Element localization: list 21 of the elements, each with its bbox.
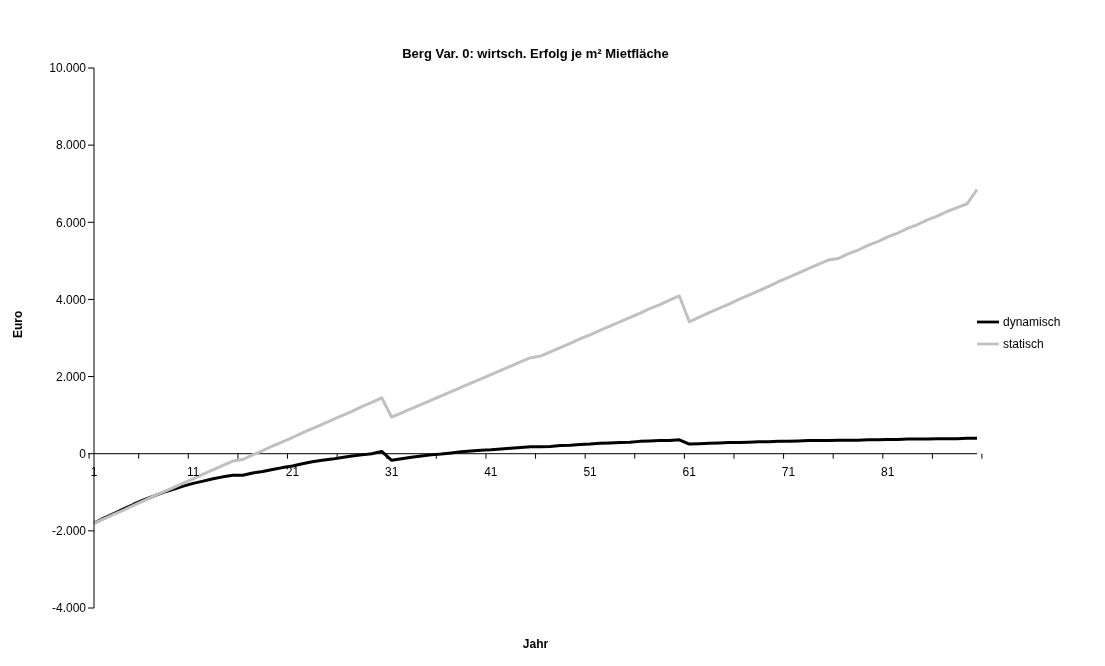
y-tick-label: 10.000 — [49, 61, 87, 76]
legend-label: dynamisch — [1003, 315, 1061, 330]
chart-title: Berg Var. 0: wirtsch. Erfolg je m² Mietfläche — [401, 46, 670, 61]
y-tick-label: 8.000 — [55, 138, 87, 153]
y-tick-label: -4.000 — [51, 601, 87, 616]
x-tick-label: 81 — [881, 464, 895, 479]
x-tick-label: 71 — [781, 464, 796, 479]
y-tick-label: 4.000 — [55, 292, 87, 307]
y-tick-label: 2.000 — [55, 369, 87, 384]
x-axis-title: Jahr — [522, 637, 549, 651]
legend-label: statisch — [1003, 337, 1044, 352]
x-tick-label: 51 — [583, 464, 598, 479]
y-axis-title: Euro — [11, 310, 26, 338]
x-tick-label: 11 — [186, 464, 200, 479]
x-tick-label: 41 — [484, 464, 498, 479]
y-tick-label: -2.000 — [51, 524, 87, 539]
x-tick-label: 1 — [90, 464, 98, 479]
y-tick-label: 6.000 — [55, 215, 87, 230]
x-tick-label: 31 — [384, 464, 399, 479]
x-tick-label: 61 — [682, 464, 697, 479]
y-tick-label: 0 — [79, 446, 87, 461]
